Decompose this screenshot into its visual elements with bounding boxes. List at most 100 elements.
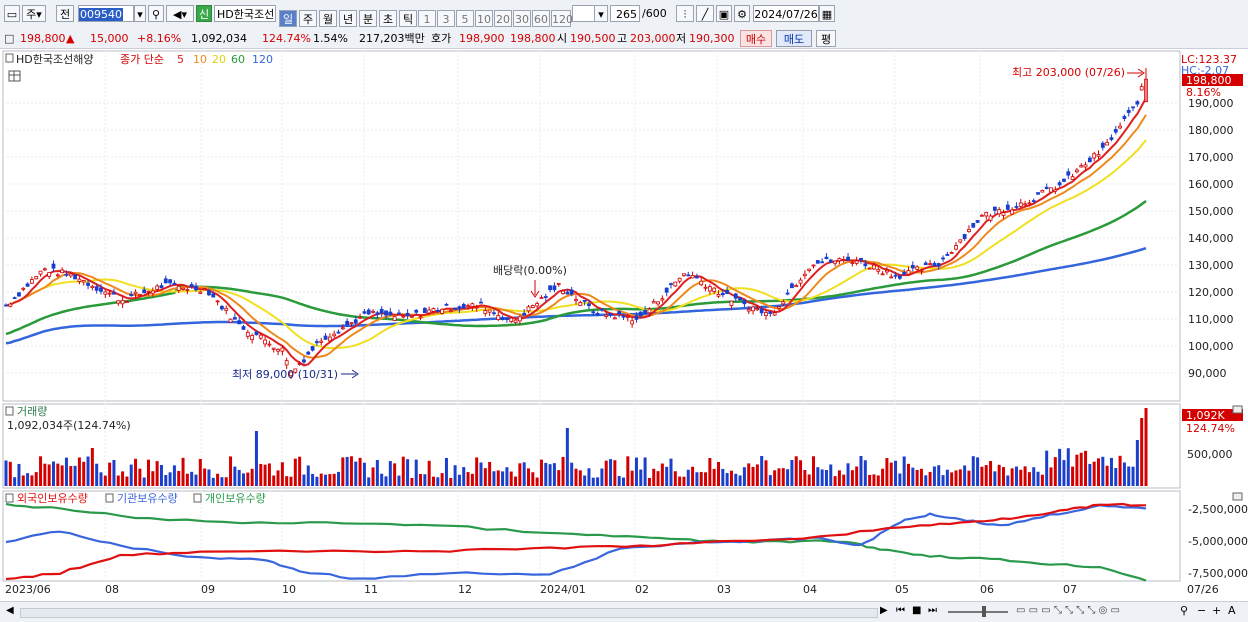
volume-bar bbox=[578, 470, 582, 486]
y-tick-label: 120,000 bbox=[1188, 286, 1234, 299]
buy-button[interactable]: 매수 bbox=[740, 30, 772, 47]
volume-bar bbox=[444, 457, 448, 486]
volume-bar bbox=[367, 477, 371, 486]
candle-body bbox=[677, 277, 682, 282]
candle-body bbox=[1049, 187, 1053, 193]
tab-minute[interactable]: 분 bbox=[359, 10, 377, 27]
y-tick-label: 110,000 bbox=[1188, 313, 1234, 326]
sell-button[interactable]: 매도 bbox=[776, 30, 812, 47]
volume-bar bbox=[1135, 440, 1139, 486]
volume-bar bbox=[483, 468, 487, 486]
window-icon[interactable]: ▭ bbox=[4, 5, 20, 22]
volume-bar bbox=[699, 472, 703, 486]
scroll-right-icon[interactable]: ▶ bbox=[880, 605, 888, 616]
minute-option[interactable]: 120 bbox=[551, 10, 573, 27]
volume-title: 거래량 bbox=[17, 405, 47, 418]
count-input[interactable]: 265 bbox=[610, 5, 640, 22]
volume-bar bbox=[293, 458, 297, 486]
minute-option[interactable]: 3 bbox=[437, 10, 455, 27]
chevron-down-icon[interactable]: ▾ bbox=[134, 5, 146, 22]
candle-body bbox=[746, 308, 751, 312]
tab-week[interactable]: 주 bbox=[299, 10, 317, 27]
candle-body bbox=[267, 343, 272, 346]
minute-option[interactable]: 10 bbox=[475, 10, 493, 27]
volume-bar bbox=[617, 476, 621, 486]
minute-option[interactable]: 20 bbox=[494, 10, 512, 27]
volume-bar bbox=[941, 475, 945, 486]
stop-icon[interactable]: ■ bbox=[912, 605, 922, 616]
candle-body bbox=[647, 308, 652, 314]
candle-body bbox=[440, 308, 445, 314]
y-tick-label: 150,000 bbox=[1188, 205, 1234, 218]
zoom-in-icon[interactable]: + bbox=[1212, 604, 1222, 617]
price-chart[interactable]: 190,000 180,000 170,000 160,000 150,000 140,0… bbox=[0, 49, 1248, 601]
chevron-down-icon[interactable]: ▾ bbox=[594, 5, 608, 22]
tab-second[interactable]: 초 bbox=[379, 10, 397, 27]
candle-body bbox=[967, 228, 971, 232]
candle-body bbox=[815, 260, 820, 264]
volume-bar bbox=[496, 470, 500, 486]
speaker-icon[interactable]: ◀▾ bbox=[166, 5, 194, 22]
zoom-slider-handle[interactable] bbox=[982, 606, 986, 617]
volume-bar bbox=[522, 462, 526, 486]
first-page-icon[interactable]: ⏮ bbox=[896, 605, 905, 616]
minute-option[interactable]: 60 bbox=[532, 10, 550, 27]
candle-body bbox=[215, 300, 220, 303]
prev-button[interactable]: 전 bbox=[56, 5, 74, 22]
candle-body bbox=[574, 299, 578, 302]
volume-bar bbox=[544, 462, 548, 486]
date-input[interactable]: 2024/07/26 bbox=[753, 5, 819, 22]
candle-body bbox=[168, 279, 172, 284]
volume-bar bbox=[552, 463, 556, 486]
low-arrow-head bbox=[351, 369, 359, 379]
search-icon[interactable]: ⚲ bbox=[148, 5, 164, 22]
legend-ma5: 5 bbox=[177, 53, 184, 66]
font-size-icon[interactable]: A bbox=[1228, 604, 1236, 617]
volume-bar bbox=[820, 469, 824, 486]
volume-bar bbox=[216, 473, 220, 486]
zoom-out-icon[interactable]: − bbox=[1197, 604, 1207, 617]
gear-icon[interactable]: ⚙ bbox=[734, 5, 750, 22]
volume-bar bbox=[147, 459, 150, 486]
volume-bar bbox=[276, 470, 280, 486]
holding-y-tick: -2,500,000 bbox=[1188, 503, 1248, 516]
tab-tick[interactable]: 틱 bbox=[399, 10, 417, 27]
scroll-left-icon[interactable]: ◀ bbox=[6, 605, 14, 616]
candle-body bbox=[207, 290, 211, 296]
minute-option[interactable]: 30 bbox=[513, 10, 531, 27]
tab-month[interactable]: 월 bbox=[319, 10, 337, 27]
panel-close-icon[interactable] bbox=[1232, 405, 1243, 414]
candle-body bbox=[232, 317, 237, 320]
candle-body bbox=[371, 310, 375, 313]
panel-close-icon[interactable] bbox=[1232, 492, 1243, 501]
tab-day[interactable]: 일 bbox=[279, 10, 297, 27]
save-icon[interactable]: ▣ bbox=[716, 5, 732, 22]
candlestick-icon[interactable]: ⫶ bbox=[676, 5, 694, 22]
volume-bar bbox=[414, 459, 418, 486]
candle-body bbox=[595, 313, 600, 316]
volume-bar bbox=[1040, 474, 1044, 486]
candle-body bbox=[893, 274, 898, 277]
calendar-icon[interactable]: ▦ bbox=[819, 5, 835, 22]
stock-code-input[interactable]: 009540 bbox=[78, 5, 134, 22]
candle-body bbox=[68, 273, 73, 277]
drawing-tool-icon[interactable]: ╱ bbox=[696, 5, 714, 22]
average-button[interactable]: 평 bbox=[816, 30, 836, 47]
minute-option[interactable]: 5 bbox=[456, 10, 474, 27]
last-page-icon[interactable]: ⏭ bbox=[928, 605, 937, 616]
volume-bar bbox=[388, 461, 392, 486]
tab-year[interactable]: 년 bbox=[339, 10, 357, 27]
zoom-search-icon[interactable]: ⚲ bbox=[1180, 604, 1189, 617]
scrollbar-track[interactable] bbox=[20, 608, 878, 618]
zoom-slider[interactable] bbox=[948, 611, 1008, 613]
candle-body bbox=[431, 308, 436, 312]
mode-selector[interactable]: 주▾ bbox=[22, 5, 46, 22]
minute-option[interactable]: 1 bbox=[418, 10, 436, 27]
candle-body bbox=[375, 312, 380, 315]
volume-bar bbox=[669, 458, 673, 486]
chart-tools-icons[interactable]: ▭ ▭ ▭ ⤡ ⤡ ⤡ ⤡ ◎ ▭ bbox=[1016, 605, 1120, 616]
volume-bar bbox=[1084, 450, 1088, 486]
volume-bar bbox=[505, 467, 509, 486]
candle-body bbox=[1070, 176, 1075, 180]
volume-bar bbox=[375, 460, 379, 486]
